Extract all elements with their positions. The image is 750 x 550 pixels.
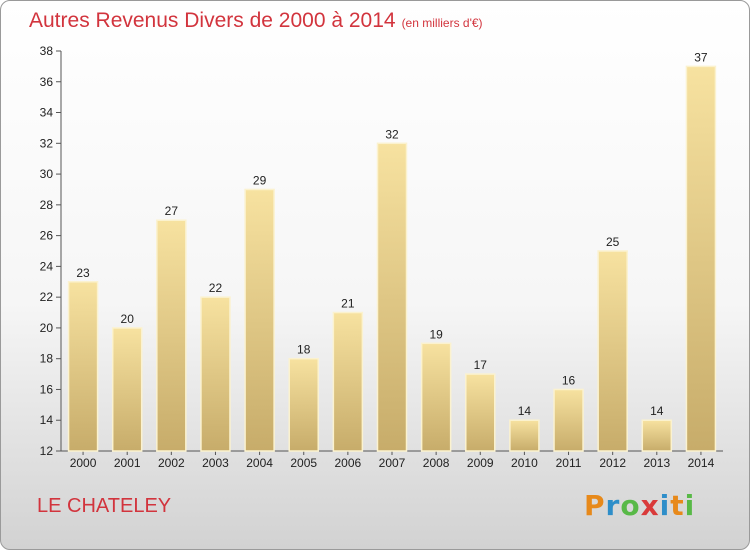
y-tick-label: 16 — [40, 382, 54, 396]
data-label-2010: 14 — [518, 404, 532, 418]
y-tick-label: 18 — [40, 352, 54, 366]
x-tick-label-2002: 2002 — [158, 456, 185, 470]
y-tick-label: 32 — [40, 136, 54, 150]
proxiti-logo[interactable]: Proxiti — [584, 489, 696, 522]
bar-2003 — [200, 296, 231, 452]
x-tick-label-2007: 2007 — [379, 456, 406, 470]
x-tick-label-2003: 2003 — [202, 456, 229, 470]
bar-2005 — [288, 357, 319, 452]
data-label-2000: 23 — [76, 266, 90, 280]
y-tick-label: 34 — [40, 106, 54, 120]
x-tick-label-2006: 2006 — [335, 456, 362, 470]
x-tick-label-2013: 2013 — [643, 456, 670, 470]
x-tick-label-2004: 2004 — [246, 456, 273, 470]
chart-title-text: Autres Revenus Divers de 2000 à 2014 — [29, 9, 396, 32]
data-label-2007: 32 — [385, 127, 399, 141]
y-tick-label: 26 — [40, 229, 54, 243]
data-label-2009: 17 — [474, 358, 488, 372]
commune-name: LE CHATELEY — [37, 495, 172, 517]
chart-unit: (en milliers d'€) — [401, 16, 483, 30]
bar-2001 — [111, 327, 143, 452]
y-tick-label: 12 — [40, 444, 54, 458]
x-tick-label-2008: 2008 — [423, 456, 450, 470]
data-label-2008: 19 — [429, 327, 443, 341]
bar-2004 — [244, 188, 275, 452]
bar-2008 — [420, 342, 452, 452]
bar-2006 — [332, 311, 364, 452]
y-tick-label: 14 — [40, 413, 54, 427]
bar-2010 — [509, 419, 540, 452]
chart-title: Autres Revenus Divers de 2000 à 2014 (en … — [29, 9, 483, 33]
y-tick-label: 30 — [40, 167, 54, 181]
y-tick-label: 22 — [40, 290, 54, 304]
bar-2014 — [685, 65, 717, 452]
bar-2011 — [553, 388, 584, 452]
x-tick-label-2001: 2001 — [114, 456, 141, 470]
y-tick-label: 28 — [40, 198, 54, 212]
data-label-2006: 21 — [341, 297, 355, 311]
x-tick-label-2010: 2010 — [511, 456, 538, 470]
data-label-2011: 16 — [562, 373, 576, 387]
x-tick-label-2014: 2014 — [688, 456, 715, 470]
data-label-2002: 27 — [165, 204, 179, 218]
x-tick-label-2000: 2000 — [70, 456, 97, 470]
bar-2012 — [597, 250, 628, 452]
x-tick-label-2009: 2009 — [467, 456, 494, 470]
data-label-2014: 37 — [694, 50, 708, 64]
x-tick-label-2005: 2005 — [290, 456, 317, 470]
data-label-2001: 20 — [121, 312, 135, 326]
y-tick-label: 24 — [40, 259, 54, 273]
y-tick-label: 38 — [40, 44, 54, 58]
y-tick-label: 36 — [40, 75, 54, 89]
data-label-2013: 14 — [650, 404, 664, 418]
bar-2002 — [156, 219, 187, 452]
data-label-2005: 18 — [297, 343, 311, 357]
bar-2007 — [376, 142, 408, 452]
data-label-2004: 29 — [253, 173, 267, 187]
data-label-2003: 22 — [209, 281, 223, 295]
data-label-2012: 25 — [606, 235, 620, 249]
y-tick-label: 20 — [40, 321, 54, 335]
x-tick-label-2012: 2012 — [599, 456, 626, 470]
x-tick-label-2011: 2011 — [556, 456, 582, 470]
bar-2000 — [67, 281, 99, 452]
bar-2013 — [641, 419, 673, 452]
bar-2009 — [465, 373, 496, 452]
